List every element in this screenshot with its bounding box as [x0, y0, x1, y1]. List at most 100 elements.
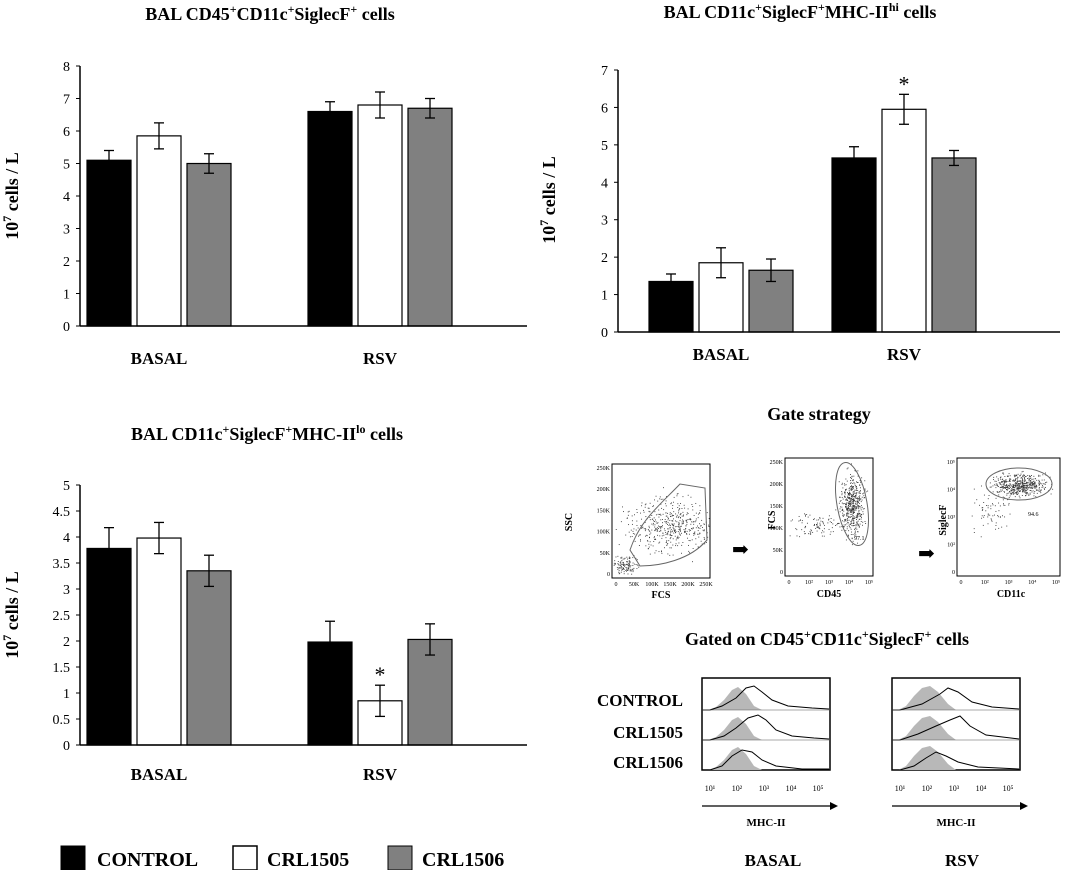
histogram-frame [701, 677, 831, 771]
gate-x-tick: 10⁵ [1052, 580, 1060, 586]
y-axis-label: 107 cells / L [0, 152, 22, 240]
bar-crl1506-rsv [407, 107, 453, 327]
bar-control-basal [86, 159, 132, 327]
histogram-sample-line [892, 715, 1020, 741]
histogram-x-tick: 10⁵ [1003, 784, 1014, 793]
gate-plot-fcs-cd45: 250K 200K 150K 100K 50K 00 10² 10³ 10⁴ 10⁵ 97.1 F… [767, 457, 874, 600]
gate-y-tick: 10³ [947, 515, 955, 521]
histogram-x-tick: 10¹ [895, 784, 906, 793]
gate-x-tick: 150K [663, 582, 677, 588]
legend-swatch-control [60, 845, 86, 870]
category-label-basal: BASAL [131, 765, 188, 784]
y-tick-label: 4.5 [53, 505, 71, 520]
sample-label-crl1506: CRL1506 [613, 753, 683, 772]
gate-y-tick: 100K [770, 526, 784, 532]
chart-title: BAL CD11c+SiglecF+MHC-IIlo cells [131, 422, 403, 444]
y-tick-label: 5 [63, 479, 70, 494]
histogram-control-fill [892, 686, 956, 710]
gate-strategy: Gate strategy 250K 200K 150K 100K 50K 0 0 50K 10… [564, 404, 1061, 601]
histogram-xlabel: MHC-II [936, 817, 975, 829]
gate-y-tick: 250K [770, 460, 784, 466]
panel-label-basal: BASAL [745, 851, 802, 870]
gate-outline [835, 462, 869, 546]
y-tick-label: 0.5 [53, 713, 71, 728]
y-tick-label: 4 [601, 176, 608, 191]
gate-y-tick: 10² [947, 543, 955, 549]
histogram-control-fill [892, 746, 956, 770]
y-tick-label: 4 [63, 531, 70, 546]
category-label-rsv: RSV [887, 345, 922, 364]
gate-y-tick: 50K [600, 551, 611, 557]
arrow-head-icon [1020, 802, 1028, 810]
histogram-control-fill [892, 716, 956, 740]
gate-y-tick: 150K [770, 504, 784, 510]
histogram-x-tick: 10² [732, 784, 743, 793]
legend-swatch-crl1506 [387, 845, 413, 870]
bar-crl1506-rsv [931, 157, 977, 333]
histogram-x-tick: 10⁴ [976, 784, 987, 793]
legend-label-control: CONTROL [97, 849, 198, 870]
gate-y-tick: 250K [597, 466, 611, 472]
bar-crl1505-basal [136, 135, 182, 327]
y-tick-label: 0 [601, 326, 608, 341]
bar-crl1505-rsv [881, 108, 927, 333]
histogram-sample-line [702, 685, 830, 711]
gate-x-tick: 10³ [1005, 580, 1013, 586]
gate-x-tick: 10⁵ [865, 580, 873, 586]
sample-label-control: CONTROL [597, 691, 683, 710]
gate-title: Gate strategy [767, 404, 870, 424]
y-tick-label: 2 [63, 255, 70, 270]
chart-mhcii-lo: BAL CD11c+SiglecF+MHC-IIlo cells 107 cel… [0, 422, 527, 784]
category-label-rsv: RSV [363, 765, 398, 784]
y-tick-label: 7 [601, 64, 608, 79]
y-tick-label: 6 [63, 125, 70, 140]
arrow-icon: ➡ [918, 543, 935, 565]
gate-plot-frame [784, 457, 874, 577]
gate-x-tick: 10² [981, 580, 989, 586]
gate-y-tick: 10⁴ [947, 488, 955, 494]
y-axis-label: 107 cells / L [0, 571, 22, 659]
y-tick-label: 1 [601, 289, 608, 304]
bar-control-basal [86, 547, 132, 746]
histogram-control-fill [702, 747, 762, 770]
histogram-sample-line [702, 714, 830, 741]
gate-scatter-points: 10⁵ 10⁴ 10³ 10² 00 10² 10³ 10⁴ 10⁵ [947, 460, 1060, 586]
histogram-panel-rsv: 10¹ 10² 10³ 10⁴ 10⁵ MHC-II [891, 677, 1028, 829]
gate-x-tick: 10⁴ [845, 580, 853, 586]
histogram-sample-line [892, 751, 1020, 771]
gate-y-tick: 200K [597, 487, 611, 493]
gate-y-tick: 0 [607, 572, 610, 578]
category-label-basal: BASAL [131, 349, 188, 368]
gate-x-tick: 10⁴ [1028, 580, 1036, 586]
legend-swatch-crl1505 [232, 845, 258, 870]
histogram-x-tick: 10³ [949, 784, 960, 793]
chart-mhcii-hi: BAL CD11c+SiglecF+MHC-IIhi cells 107 cel… [537, 0, 1060, 364]
gate-x-tick: 50K [629, 582, 640, 588]
gate-y-tick: 150K [597, 508, 611, 514]
gate-ylabel: SSC [564, 513, 575, 531]
y-tick-label: 5 [601, 139, 608, 154]
category-label-rsv: RSV [363, 349, 398, 368]
histogram-x-tick: 10³ [759, 784, 770, 793]
gate-outline [985, 467, 1053, 501]
chart-title: BAL CD45+CD11c+SiglecF+ cells [145, 2, 395, 24]
gate-plot-frame [956, 457, 1061, 577]
histogram-frame [891, 677, 1021, 771]
gate-x-tick: 0 [960, 580, 963, 586]
bar-crl1505-basal [136, 537, 182, 746]
bar-crl1506-basal [186, 162, 232, 327]
gate-y-tick: 0 [780, 570, 783, 576]
bar-control-rsv [831, 157, 877, 333]
y-axis-label: 107 cells / L [537, 156, 559, 244]
histogram-panel-basal: 10¹ 10² 10³ 10⁴ 10⁵ MHC-II [701, 677, 838, 829]
panel-label-rsv: RSV [945, 851, 980, 870]
histogram-sample-line [702, 749, 829, 771]
gate-xlabel: CD45 [817, 589, 841, 600]
y-tick-label: 3.5 [53, 557, 71, 572]
gate-x-tick: 100K [645, 582, 659, 588]
bar-crl1506-basal [186, 570, 232, 746]
histogram-x-tick: 10⁵ [813, 784, 824, 793]
gate-xlabel: FCS [652, 590, 671, 601]
arrow-head-icon [830, 802, 838, 810]
gate-plot-ssc-fcs: 250K 200K 150K 100K 50K 00 50K 100K 150K 200K 250K… [564, 463, 713, 601]
